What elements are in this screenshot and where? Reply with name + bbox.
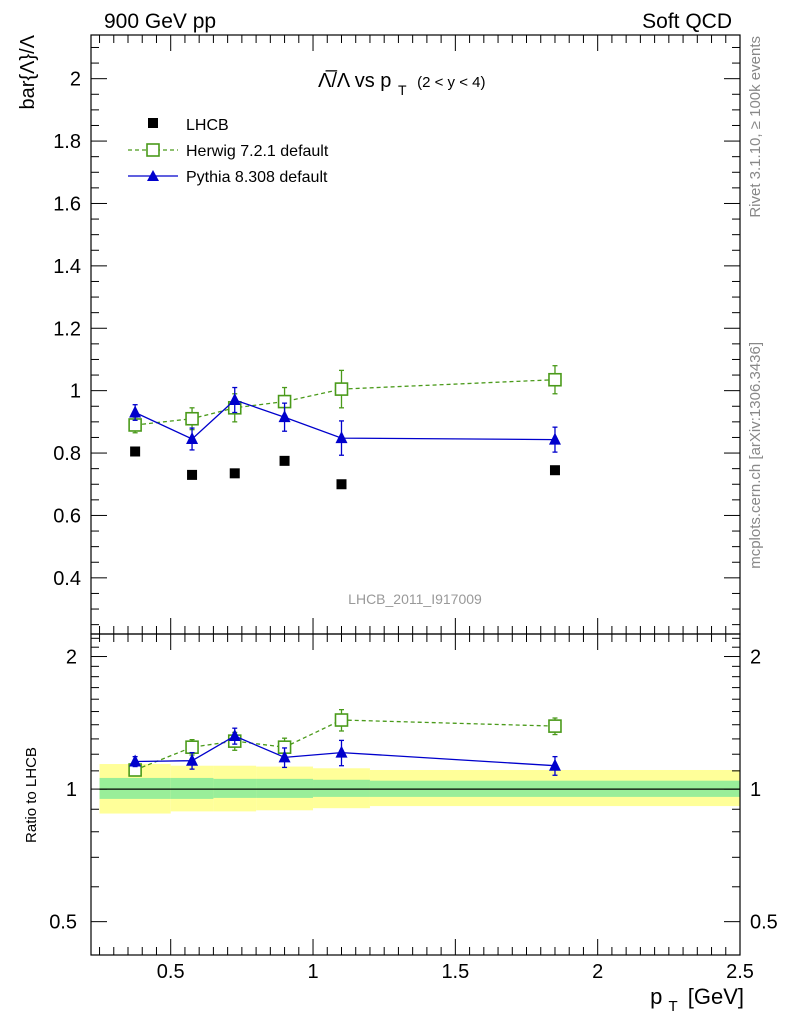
ratio-band-inner <box>99 777 171 799</box>
legend-item-lhcb: LHCB <box>148 117 229 134</box>
ratio-xtick-label: 1 <box>307 961 318 983</box>
ratio-ytick-label: 0.5 <box>49 912 77 934</box>
main-ytick-label: 1.4 <box>53 256 81 278</box>
main-herwig-point <box>185 411 199 426</box>
main-herwig-point <box>334 382 349 396</box>
ratio-herwig-point <box>548 719 562 733</box>
ratio-ylabel: Ratio to LHCB <box>23 747 40 843</box>
legend-marker-lhcb <box>148 118 158 128</box>
main-herwig-point <box>548 372 562 387</box>
main-ytick-label: 0.8 <box>53 443 81 465</box>
main-lhcb-point <box>279 455 290 466</box>
main-panel: 0.4 0.6 0.8 1 1.2 1.4 1.6 1.8 2 bar{Λ}/Λ Λ̅/Λ vs… <box>17 34 741 635</box>
legend-label-pythia: Pythia 8.308 default <box>186 169 328 186</box>
main-ytick-label: 2 <box>70 69 81 91</box>
x-axis-label: p T [GeV] <box>650 984 744 1016</box>
legend: LHCB Herwig 7.2.1 default Pythia 8.308 d… <box>128 117 329 186</box>
chart-title: Λ̅/Λ vs p T (2 < y < 4) <box>318 69 485 100</box>
ratio-pythia-point <box>228 728 241 741</box>
ratio-pythia-point <box>335 745 348 758</box>
ratio-ytick-label: 2 <box>66 647 77 669</box>
header-right: Soft QCD <box>642 10 732 33</box>
ratio-panel: 0.5 0.5 1 1 2 2 0.5 1 1.5 2 2.5 Ratio to LHCB p T … <box>23 633 778 1016</box>
ratio-pythia-point <box>186 753 199 766</box>
main-pythia-line <box>134 399 556 441</box>
ratio-herwig-point <box>334 713 349 727</box>
main-pythia-point <box>335 431 348 444</box>
main-ytick-label: 0.6 <box>53 505 81 527</box>
x-axis-label-main: p <box>650 984 662 1009</box>
ratio-pythia-point <box>548 758 561 771</box>
main-lhcb-point <box>549 465 560 476</box>
ratio-xtick-label: 1.5 <box>441 961 469 983</box>
main-ylabel: bar{Λ}/Λ <box>17 34 39 109</box>
rivet-label: Rivet 3.1.10, ≥ 100k events <box>747 36 764 218</box>
ratio-band-inner <box>170 777 214 799</box>
ratio-pythia-point <box>278 750 291 763</box>
main-lhcb-point <box>187 469 198 480</box>
x-axis-label-unit: [GeV] <box>688 984 744 1009</box>
main-ytick-label: 0.4 <box>53 568 81 590</box>
main-lhcb-point <box>130 446 141 457</box>
ratio-ytick-label-right: 0.5 <box>750 912 778 934</box>
main-pythia-point <box>228 393 241 406</box>
main-pythia-point <box>186 432 199 445</box>
ratio-band-inner <box>256 778 314 798</box>
ratio-xtick-label: 2.5 <box>726 961 754 983</box>
chart-title-main: Λ̅/Λ vs p <box>318 69 391 92</box>
ratio-pythia-point <box>129 754 142 767</box>
ratio-band-inner <box>313 779 370 797</box>
legend-item-pythia: Pythia 8.308 default <box>128 169 328 186</box>
main-lhcb-point <box>336 479 347 490</box>
legend-marker-herwig <box>146 143 160 157</box>
header-left: 900 GeV pp <box>104 10 216 33</box>
ratio-ytick-label-right: 2 <box>750 647 761 669</box>
ratio-herwig-line <box>134 719 556 771</box>
main-ytick-label: 1.2 <box>53 318 81 340</box>
main-ytick-label: 1 <box>70 381 81 403</box>
legend-label-lhcb: LHCB <box>186 117 229 134</box>
chart-title-sub: T <box>398 82 407 98</box>
legend-label-herwig: Herwig 7.2.1 default <box>186 143 329 160</box>
ratio-frame <box>90 633 741 956</box>
main-ytick-label: 1.6 <box>53 193 81 215</box>
ratio-ytick-label-right: 1 <box>750 779 761 801</box>
legend-marker-pythia <box>147 170 159 181</box>
mcplots-label: mcplots.cern.ch [arXiv:1306.3436] <box>747 342 764 569</box>
analysis-watermark: LHCB_2011_I917009 <box>348 591 482 607</box>
main-pythia-point <box>548 432 561 445</box>
ratio-xtick-label: 0.5 <box>157 961 185 983</box>
main-pythia-point <box>278 410 291 423</box>
ratio-band-inner <box>213 778 257 798</box>
main-ytick-label: 1.8 <box>53 131 81 153</box>
main-pythia-point <box>129 405 142 418</box>
chart-title-range: (2 < y < 4) <box>417 74 485 91</box>
ratio-pythia-line <box>135 735 556 767</box>
legend-item-herwig: Herwig 7.2.1 default <box>128 143 329 160</box>
ratio-ytick-label: 1 <box>66 779 77 801</box>
ratio-herwig-point <box>185 740 199 754</box>
main-herwig-line <box>135 379 556 426</box>
ratio-xtick-label: 2 <box>592 961 603 983</box>
main-lhcb-point <box>229 468 240 479</box>
x-axis-label-sub: T <box>668 998 677 1015</box>
